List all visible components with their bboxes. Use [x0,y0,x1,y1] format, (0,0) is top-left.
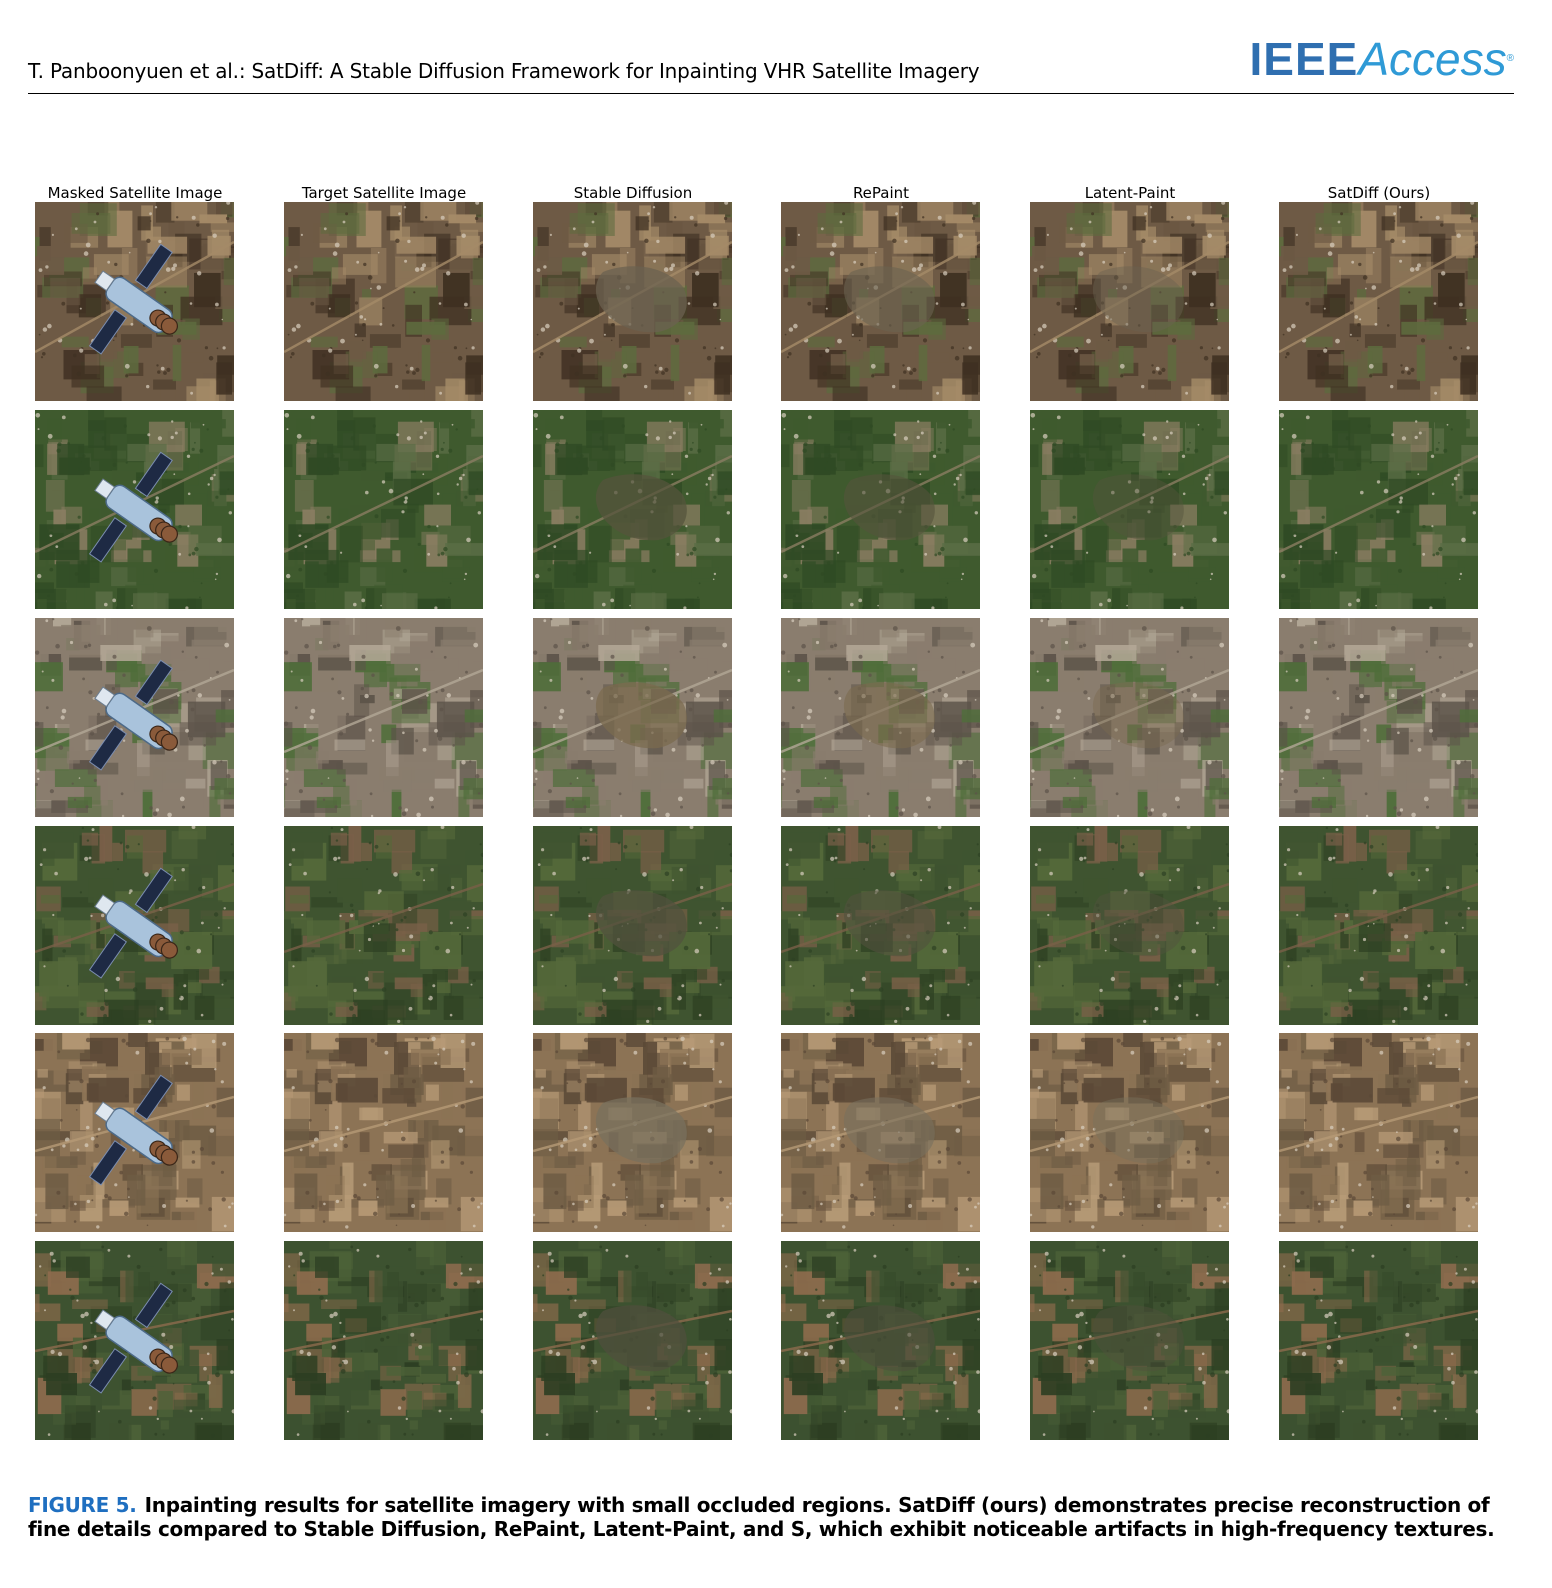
satellite-tile [533,410,732,609]
column-title: Target Satellite Image [301,184,467,202]
figure-label: FIGURE 5. [28,1493,137,1517]
column-title: RePaint [852,184,910,202]
inpaint-artifact [595,1097,687,1164]
satellite-tile [1279,1033,1478,1232]
satellite-tile [1030,826,1229,1025]
satellite-tile [284,410,483,609]
satellite-tile [35,1033,234,1232]
satellite-occluder-icon [88,451,179,563]
satellite-tile [533,826,732,1025]
satellite-tile [1279,618,1478,817]
inpaint-artifact [843,682,935,749]
inpaint-artifact [1092,1305,1184,1372]
column-title: Stable Diffusion [573,184,693,202]
inpaint-artifact [595,1305,687,1372]
satellite-tile [533,1033,732,1232]
satellite-tile [284,826,483,1025]
logo-access: Access [1358,33,1507,85]
inpaint-artifact [1092,474,1184,541]
satellite-tile [781,826,980,1025]
inpaint-artifact [1092,266,1184,333]
inpaint-artifact [595,266,687,333]
column-title: Masked Satellite Image [47,184,223,202]
inpaint-artifact [1092,1097,1184,1164]
satellite-tile [1279,202,1478,401]
satellite-occluder-icon [88,1074,179,1186]
satellite-tile [284,618,483,817]
ieee-access-logo: IEEEAccess® [1249,33,1514,85]
inpaint-artifact [595,682,687,749]
satellite-tile [284,1241,483,1440]
column-title: SatDiff (Ours) [1327,184,1431,202]
inpaint-artifact [843,266,935,333]
satellite-tile [35,1241,234,1440]
inpaint-artifact [1092,890,1184,957]
satellite-tile [1279,410,1478,609]
satellite-occluder-icon [88,1282,179,1394]
satellite-tile [781,410,980,609]
satellite-tile [35,410,234,609]
satellite-tile [284,202,483,401]
satellite-occluder-icon [88,659,179,771]
satellite-tile [533,1241,732,1440]
satellite-tile [1030,1241,1229,1440]
inpaint-artifact [1092,682,1184,749]
satellite-tile [781,1033,980,1232]
satellite-tile [35,826,234,1025]
satellite-occluder-icon [88,867,179,979]
satellite-tile [781,1241,980,1440]
satellite-tile [1279,1241,1478,1440]
satellite-tile [1030,410,1229,609]
inpaint-artifact [843,1305,935,1372]
satellite-tile [533,618,732,817]
caption-text: Inpainting results for satellite imagery… [28,1493,1495,1541]
page-header: T. Panboonyuen et al.: SatDiff: A Stable… [28,33,1514,94]
column-title: Latent-Paint [1084,184,1176,202]
running-head: T. Panboonyuen et al.: SatDiff: A Stable… [28,59,980,83]
logo-ieee: IEEE [1249,33,1359,85]
inpaint-artifact [843,474,935,541]
satellite-tile [533,202,732,401]
satellite-tile [1279,826,1478,1025]
satellite-tile [781,202,980,401]
inpaint-artifact [843,890,935,957]
satellite-tile [35,202,234,401]
inpaint-artifact [595,890,687,957]
inpaint-artifact [595,474,687,541]
satellite-occluder-icon [88,243,179,355]
figure-caption: FIGURE 5. Inpainting results for satellit… [28,1493,1498,1541]
satellite-tile [1030,618,1229,817]
inpaint-artifact [843,1097,935,1164]
satellite-tile [1030,1033,1229,1232]
satellite-tile [35,618,234,817]
satellite-tile [1030,202,1229,401]
satellite-tile [781,618,980,817]
satellite-tile [284,1033,483,1232]
